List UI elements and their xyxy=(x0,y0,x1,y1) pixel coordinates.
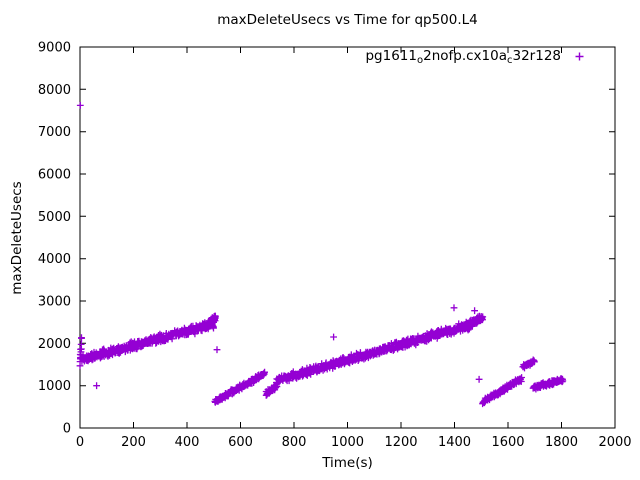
svg-text:8000: 8000 xyxy=(38,83,71,98)
svg-text:0: 0 xyxy=(63,422,71,437)
svg-text:0: 0 xyxy=(76,435,84,450)
legend-text-part: 32r128 xyxy=(512,48,562,64)
legend-text-part: pg1611 xyxy=(365,48,417,64)
svg-text:800: 800 xyxy=(282,435,307,450)
data-points xyxy=(76,102,567,408)
svg-text:9000: 9000 xyxy=(38,41,71,56)
chart-title: maxDeleteUsecs vs Time for qp500.L4 xyxy=(217,12,478,28)
svg-text:1000: 1000 xyxy=(38,379,71,394)
y-axis-label: maxDeleteUsecs xyxy=(9,181,25,295)
legend-text: pg1611o2nofp.cx10ac32r128 xyxy=(365,48,562,66)
tick-labels: 0 200 400 600 800 1000 1200 1400 1600 1800 2000 0 10… xyxy=(38,41,632,451)
legend-text-part: c xyxy=(507,55,513,66)
svg-text:7000: 7000 xyxy=(38,125,71,140)
svg-text:1200: 1200 xyxy=(384,435,417,450)
svg-text:2000: 2000 xyxy=(38,337,71,352)
svg-text:2000: 2000 xyxy=(598,435,631,450)
svg-text:600: 600 xyxy=(228,435,253,450)
legend-text-part: 2nofp.cx10a xyxy=(423,48,507,64)
legend: pg1611o2nofp.cx10ac32r128 xyxy=(365,48,584,66)
svg-text:1000: 1000 xyxy=(331,435,364,450)
svg-text:5000: 5000 xyxy=(38,210,71,225)
legend-text-part: o xyxy=(416,55,424,66)
plot-border xyxy=(79,46,616,429)
svg-text:400: 400 xyxy=(175,435,200,450)
svg-text:200: 200 xyxy=(121,435,146,450)
svg-text:1600: 1600 xyxy=(491,435,524,450)
svg-text:3000: 3000 xyxy=(38,295,71,310)
svg-text:1400: 1400 xyxy=(438,435,471,450)
svg-text:6000: 6000 xyxy=(38,168,71,183)
svg-text:1800: 1800 xyxy=(545,435,578,450)
x-axis-label: Time(s) xyxy=(322,455,373,471)
svg-text:4000: 4000 xyxy=(38,252,71,267)
axis-ticks xyxy=(79,46,616,429)
legend-marker-icon xyxy=(575,52,584,60)
